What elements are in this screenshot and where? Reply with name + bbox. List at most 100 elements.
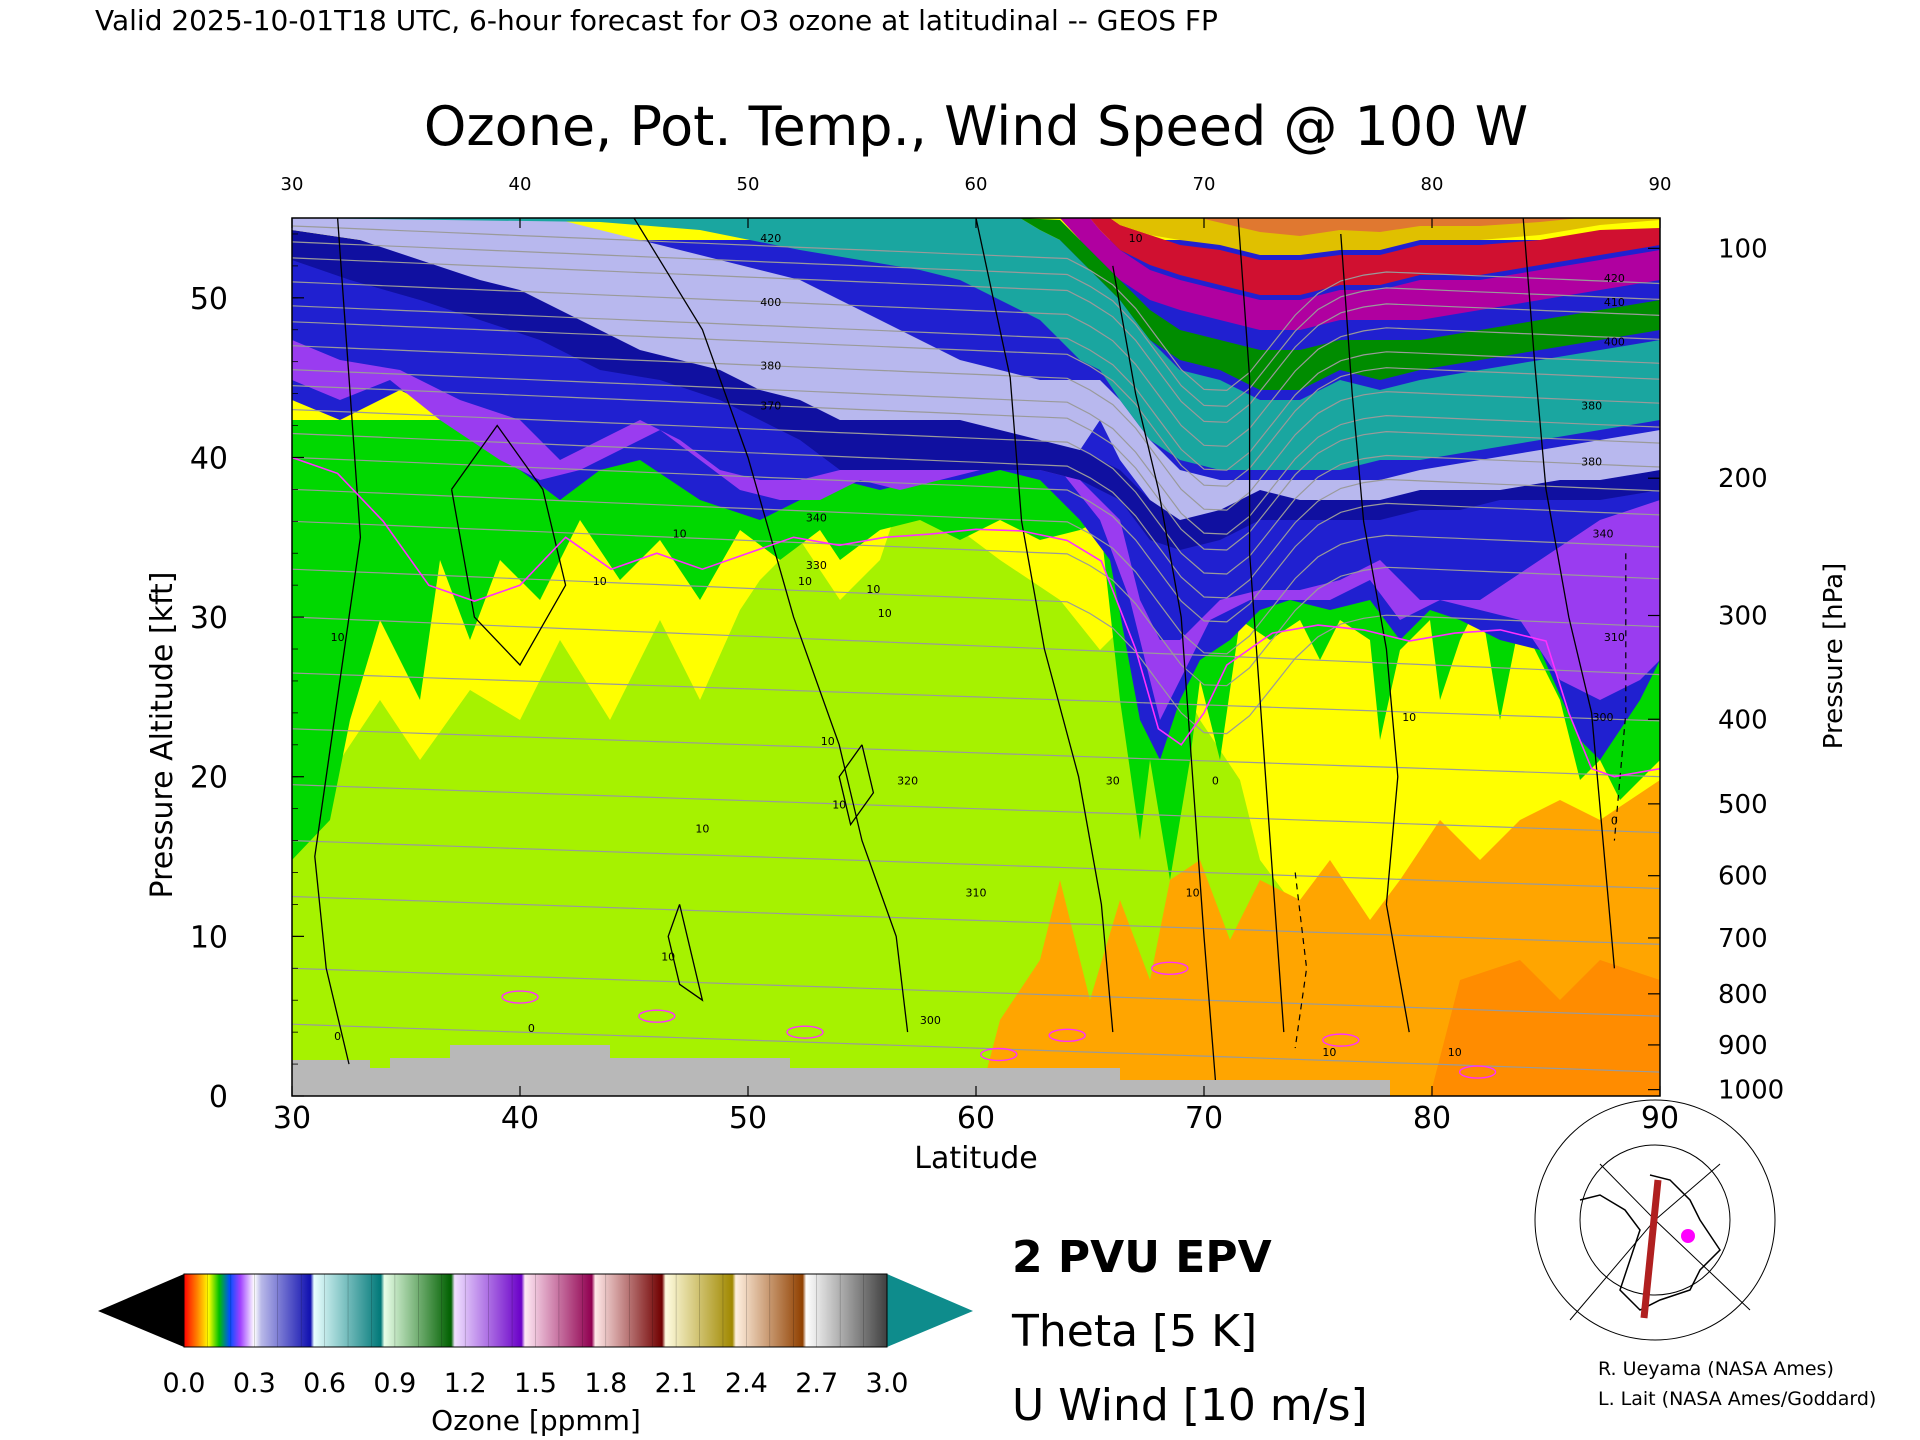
colorbar-tick-label: 0.3 [233,1368,276,1399]
pressure-tick-label: 900 [1718,1031,1768,1061]
y-axis-left: 0 10 20 30 40 50 [190,233,304,1115]
header-text: Valid 2025-10-01T18 UTC, 6-hour forecast… [95,4,1218,37]
wind-contour-label: 10 [1402,711,1416,724]
credit-line-2: L. Lait (NASA Ames/Goddard) [1598,1388,1876,1410]
x-tick-label: 80 [1413,1101,1451,1136]
x-top-tick-label: 90 [1649,174,1672,195]
x-tick-label: 60 [957,1101,995,1136]
theta-contour-label: 320 [897,775,918,788]
pvu-blob [1322,1033,1360,1047]
x-top-tick-label: 60 [965,174,988,195]
inset-map-latitude-ring [1534,1099,1776,1341]
wind-line [633,218,909,1033]
colorbar-tick-label: 3.0 [866,1368,909,1399]
wind-line-negative [1613,553,1627,841]
theta-contour-lines [292,225,1660,1073]
theta-contour-label: 380 [1581,400,1602,413]
colorbar: 0.0 0.3 0.6 0.9 1.2 1.5 1.8 2.1 2.4 2.7 3.0 Ozone … [98,1273,973,1437]
inset-map [1534,1099,1776,1341]
wind-contour-label: 10 [866,583,880,596]
wind-line [667,904,704,1002]
inset-map-section-line [1640,1179,1662,1319]
wind-contour-label: 10 [832,799,846,812]
wind-contour-label: 0 [1611,815,1618,828]
pressure-tick-label: 100 [1718,234,1768,264]
theta-contour-label: 310 [966,886,987,899]
x-top-tick-label: 70 [1193,174,1216,195]
wind-contour-label: 10 [1448,1046,1462,1059]
theta-contour-label: 380 [1581,455,1602,468]
wind-contour-label: 10 [1186,886,1200,899]
colorbar-tick-label: 1.8 [584,1368,627,1399]
ozone-band-lavender [292,218,1660,520]
theta-line [292,728,1660,778]
theta-contour-label: 300 [920,1014,941,1027]
pressure-tick-label: 1000 [1718,1076,1784,1106]
ozone-band-darkorange [1430,960,1660,1096]
y-tick-label: 50 [190,282,228,317]
pvu-blob [1458,1065,1497,1079]
theta-line [292,488,1660,655]
pressure-tick-label: 500 [1718,790,1768,820]
pvu-blob [786,1025,824,1039]
theta-line [292,456,1660,623]
legend-theta: Theta [5 K] [1011,1306,1257,1357]
colorbar-tick-label: 2.7 [795,1368,838,1399]
wind-contour-label: 10 [331,631,345,644]
wind-contour-label: 10 [821,735,835,748]
wind-line [1112,265,1217,1081]
theta-contour-label: 400 [1604,336,1625,349]
inset-map-latitude-ring-inner [1579,1144,1731,1296]
wind-line [1522,218,1616,969]
contour-labels: 3003103203303403703804004203803803403103… [331,232,1625,1059]
ozone-band-copper [1200,218,1580,236]
wind-line [1340,233,1410,1033]
colorbar-ramp [184,1274,887,1347]
colorbar-tick-label: 2.1 [655,1368,698,1399]
legend-uwind: U Wind [10 m/s] [1012,1380,1368,1431]
theta-line [292,432,1660,599]
x-axis-top: 30 40 50 60 70 80 90 [281,174,1672,228]
wind-contour-label: 0 [334,1030,341,1043]
x-tick-label: 40 [501,1101,539,1136]
wind-contour-label: 0 [528,1022,535,1035]
y-tick-label: 10 [190,920,228,955]
wind-contour-lines [314,218,1627,1081]
theta-contour-label: 400 [760,296,781,309]
ozone-band-teal [292,218,1660,470]
wind-line [838,744,875,827]
colorbar-ticks: 0.0 0.3 0.6 0.9 1.2 1.5 1.8 2.1 2.4 2.7 3.0 [163,1274,909,1399]
theta-contour-label: 420 [760,232,781,245]
wind-contour-label: 10 [695,823,709,836]
colorbar-tick-label: 1.2 [444,1368,487,1399]
pvu-blob [638,1009,676,1023]
x-axis-bottom: 30 40 50 60 70 80 90 [273,1086,1679,1136]
theta-contour-label: 340 [1593,527,1614,540]
plot-area: 3003103203303403703804004203803803403103… [292,218,1660,1096]
theta-contour-label: 340 [806,511,827,524]
theta-line [292,616,1660,676]
theta-contour-label: 420 [1604,272,1625,285]
colorbar-tick-label: 0.0 [163,1368,206,1399]
ozone-field [292,218,1660,1096]
pvu-blob [501,990,539,1004]
inset-map-meridians [1569,1163,1751,1321]
inset-map-coastline [1579,1174,1721,1311]
x-top-tick-label: 30 [281,174,304,195]
theta-line [292,321,1660,487]
wind-line [314,218,362,1065]
wind-contour-label: 10 [673,527,687,540]
pressure-tick-label: 600 [1718,862,1768,892]
ozone-band-crimson [1090,218,1660,295]
pressure-tick-label: 300 [1718,601,1768,631]
theta-line [292,225,1660,392]
colorbar-tick-label: 0.9 [373,1368,416,1399]
theta-line [292,1023,1660,1073]
theta-line [292,895,1660,945]
wind-contour-label: 10 [1322,1046,1336,1059]
theta-line [292,345,1660,511]
theta-contour-label: 370 [760,400,781,413]
y-tick-label: 0 [209,1080,228,1115]
x-top-tick-label: 80 [1421,174,1444,195]
x-top-tick-label: 50 [737,174,760,195]
